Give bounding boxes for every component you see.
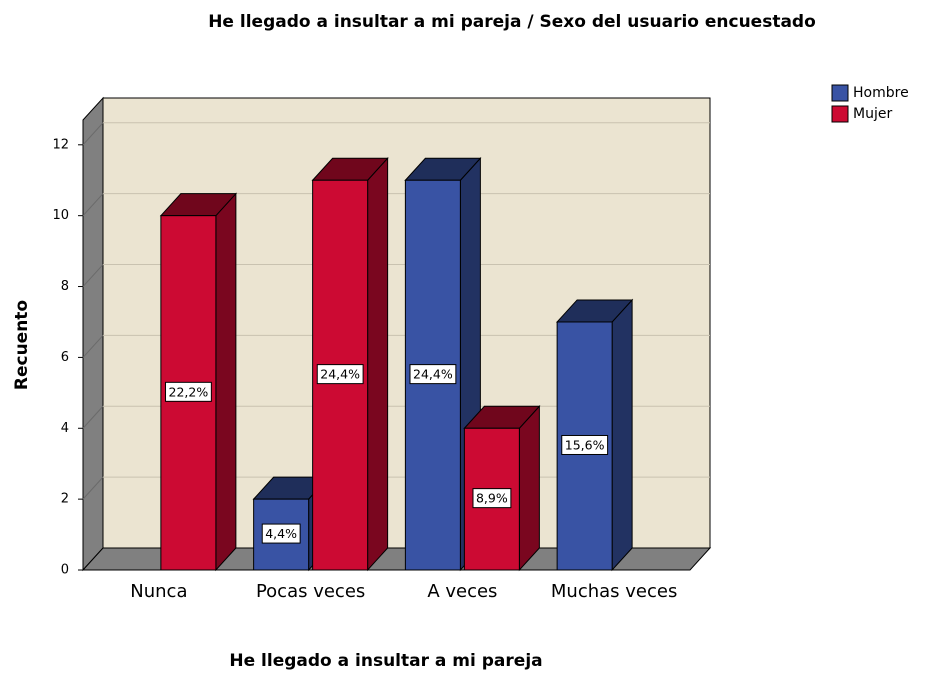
x-axis-title: He llegado a insultar a mi pareja	[229, 651, 542, 671]
grid-line	[82, 264, 104, 287]
legend-swatch	[831, 105, 849, 123]
y-tick-label: 2	[61, 492, 69, 507]
value-label-box	[409, 364, 457, 385]
value-label: 15,6%	[565, 437, 605, 452]
value-label: 22,2%	[169, 384, 209, 399]
left-wall	[82, 96, 104, 572]
grid-line	[82, 405, 104, 429]
value-label: 4,4%	[265, 526, 297, 541]
y-tick-label: 8	[61, 279, 69, 294]
y-axis-title: Recuento	[12, 300, 32, 390]
grid-line	[82, 476, 104, 500]
value-label: 24,4%	[320, 367, 360, 382]
legend-swatch	[831, 84, 849, 102]
value-label: 8,9%	[476, 491, 508, 506]
x-tick-label: Pocas veces	[256, 581, 365, 602]
value-label-box	[165, 381, 212, 402]
grid-line	[82, 193, 104, 217]
y-tick-label: 4	[61, 421, 69, 436]
grid-line	[82, 335, 104, 358]
bar-side	[367, 156, 389, 572]
legend-label: Hombre	[853, 85, 909, 101]
y-tick-label: 0	[61, 563, 69, 578]
y-tick-label: 12	[52, 137, 69, 152]
bar-side	[611, 298, 633, 572]
value-label-box	[261, 523, 301, 544]
value-label-box	[316, 364, 364, 385]
bar-side	[518, 404, 540, 572]
y-tick-label: 6	[61, 350, 69, 365]
x-tick-label: Nunca	[130, 581, 187, 602]
chart-title: He llegado a insultar a mi pareja / Sexo…	[208, 12, 816, 32]
legend-label: Mujer	[853, 106, 892, 122]
x-tick-label: Muchas veces	[551, 581, 677, 602]
value-label-box	[561, 434, 609, 455]
value-label: 24,4%	[413, 367, 453, 382]
y-tick-label: 10	[52, 208, 69, 223]
value-label-box	[472, 488, 512, 509]
x-tick-label: A veces	[427, 581, 497, 602]
bar-side	[215, 192, 237, 572]
grid-line	[82, 122, 104, 146]
